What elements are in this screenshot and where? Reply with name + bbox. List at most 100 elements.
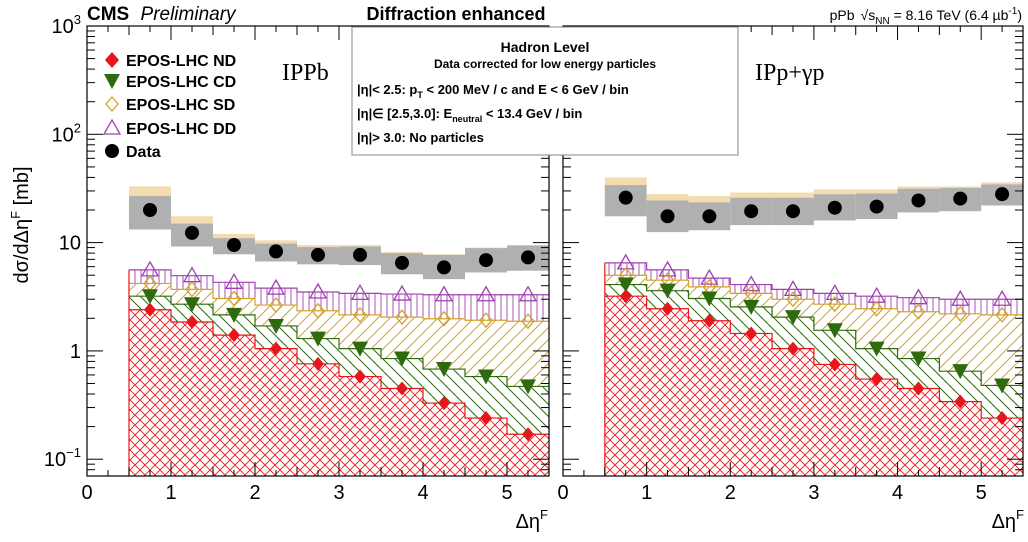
model-uncertainty-box [465,247,507,249]
marker-cd [785,310,801,326]
marker-dd [266,278,286,295]
marker-data [953,191,968,206]
model-uncertainty-box [339,245,381,247]
marker-sd [911,303,926,320]
marker-sd [395,309,409,326]
marker-data [353,247,367,262]
marker-data [185,225,199,240]
model-uncertainty-box [688,195,731,203]
model-uncertainty-box [855,189,898,194]
marker-dd [909,288,928,305]
marker-dd [825,284,844,301]
model-uncertainty-box [730,192,773,198]
info-line-1: |η|< 2.5: pT < 200 MeV / c and E < 6 GeV… [357,82,629,100]
legend-label: EPOS-LHC CD [126,74,236,91]
marker-data [827,200,842,215]
info-line-2: |η|∈ [2.5,3.0]: Eneutral < 13.4 GeV / bi… [357,106,582,124]
legend-marker-sd [105,96,119,112]
svg-text:CMS Preliminary: CMS Preliminary [87,4,237,25]
marker-sd [869,300,884,317]
marker-nd [745,326,758,341]
step-cd-right [604,283,1023,387]
marker-sd [353,306,367,323]
marker-data [311,247,325,262]
y-tick-label: 103 [52,12,81,38]
step-sd-right [604,274,1023,316]
legend-item: EPOS-LHC CD [104,74,236,91]
marker-nd [144,302,156,317]
step-nd-right [604,295,1023,419]
info-title: Hadron Level [501,39,590,55]
x-tick-label: 5 [976,482,987,504]
x-tick-label: 2 [249,482,260,504]
step-sd-left [129,282,549,322]
marker-cd [394,351,410,367]
model-uncertainty-box [255,240,297,244]
marker-cd [478,369,494,385]
legend-marker-nd [105,52,119,68]
marker-nd [703,313,716,328]
area-nd-left [129,309,549,476]
model-uncertainty-box [772,192,814,198]
marker-dd [658,260,677,277]
panel-ipp-gammap: 0 1 2 3 4 5 [557,25,1024,504]
x-tick-label: 3 [333,482,344,504]
model-uncertainty-box [297,245,339,248]
header-energy: pPb √sNN = 8.16 TeV (6.4 µb-1) [830,6,1022,27]
marker-dd [434,285,454,302]
marker-data [269,244,283,259]
x-tick-label: 1 [165,482,176,504]
marker-cd [659,283,676,299]
marker-data [744,204,759,219]
marker-nd [661,301,674,316]
legend-label: EPOS-LHC SD [126,97,235,114]
marker-sd [521,313,535,330]
marker-dd [951,289,970,306]
model-uncertainty-box [897,186,940,189]
marker-nd [228,328,240,343]
marker-dd [700,268,719,285]
marker-sd [953,305,968,322]
marker-nd [522,427,534,442]
marker-sd [227,290,241,307]
marker-nd [996,411,1009,426]
marker-dd [783,280,803,297]
marker-data [660,209,675,224]
marker-dd [224,272,244,289]
marker-data [227,238,241,253]
marker-data [618,190,633,205]
marker-cd [617,277,634,293]
marker-nd [312,356,324,371]
marker-nd [438,396,450,411]
legend-marker-cd [104,74,120,89]
panel-label-right: IPp+γp [755,60,824,86]
marker-sd [437,310,451,327]
x-axis-title-left: ΔηF [516,507,548,533]
header-title: Diffraction enhanced [366,4,545,24]
marker-nd [354,369,366,384]
model-uncertainty-box [171,216,213,224]
legend-item: Data [105,144,161,161]
area-nd-right [604,296,1023,476]
marker-sd [479,312,493,329]
header-status: Preliminary [141,4,238,25]
marker-nd [870,372,883,387]
marker-nd [480,411,492,426]
marker-cd [226,307,242,323]
marker-dd [308,282,328,299]
marker-cd [142,289,158,305]
marker-nd [912,381,925,396]
marker-data [702,209,717,224]
step-dd-left [129,269,549,296]
x-tick-label: 4 [892,482,903,504]
x-tick-label: 2 [725,482,736,504]
marker-nd [954,394,967,409]
marker-cd [868,341,885,357]
marker-cd [184,297,200,313]
y-tick-label: 10−1 [44,445,81,471]
marker-dd [350,284,370,301]
marker-cd [352,341,368,357]
legend-label: Data [126,144,161,161]
marker-data [479,253,493,268]
marker-nd [396,381,408,396]
